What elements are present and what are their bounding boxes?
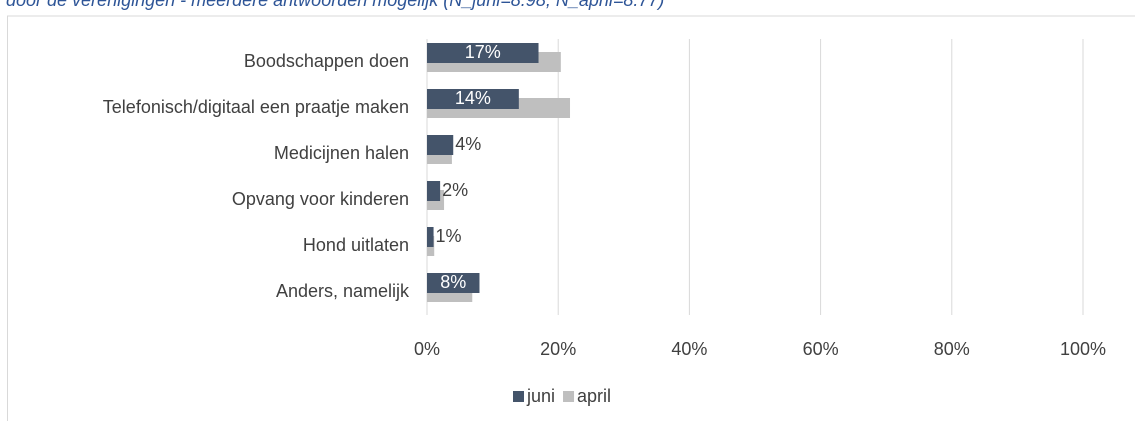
y-tick-label: Opvang voor kinderen xyxy=(232,189,409,209)
x-tick-label: 20% xyxy=(540,339,576,359)
x-tick-label: 0% xyxy=(414,339,440,359)
chart-subtitle: door de verenigingen - meerdere antwoord… xyxy=(6,0,664,10)
data-label: 1% xyxy=(436,226,462,246)
legend-label: juni xyxy=(526,386,555,406)
data-label: 4% xyxy=(455,134,481,154)
bar xyxy=(427,181,441,201)
bar xyxy=(427,89,519,109)
data-label: 14% xyxy=(455,88,491,108)
chart-border xyxy=(7,15,1135,421)
x-tick-label: 100% xyxy=(1060,339,1106,359)
legend-label: april xyxy=(577,386,611,406)
bar xyxy=(427,135,454,155)
y-tick-label: Boodschappen doen xyxy=(244,51,409,71)
data-label: 17% xyxy=(465,42,501,62)
x-tick-label: 80% xyxy=(934,339,970,359)
legend-swatch xyxy=(513,391,524,402)
x-tick-label: 40% xyxy=(671,339,707,359)
data-label: 8% xyxy=(440,272,466,292)
y-tick-label: Anders, namelijk xyxy=(276,281,410,301)
x-tick-label: 60% xyxy=(803,339,839,359)
data-label: 2% xyxy=(442,180,468,200)
y-tick-label: Hond uitlaten xyxy=(303,235,409,255)
bar xyxy=(427,43,539,63)
bar xyxy=(427,227,434,247)
legend-swatch xyxy=(563,391,575,402)
y-tick-label: Medicijnen halen xyxy=(274,143,409,163)
y-tick-label: Telefonisch/digitaal een praatje maken xyxy=(103,97,409,117)
bar xyxy=(427,273,480,293)
